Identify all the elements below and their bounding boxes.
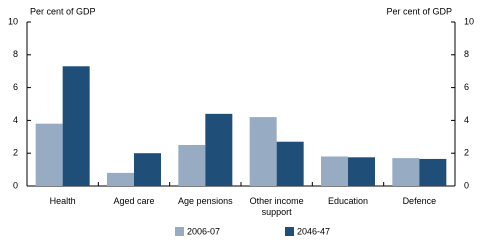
bar <box>35 123 63 186</box>
legend-label: 2046-47 <box>297 226 330 236</box>
x-tick-label: Education <box>327 196 369 206</box>
y2-axis-label: Per cent of GDP <box>386 6 452 16</box>
legend-swatch <box>285 227 294 236</box>
bar <box>107 172 134 186</box>
x-tick-label: Aged care <box>113 196 155 206</box>
y2-tick-label: 10 <box>464 16 474 26</box>
bar <box>249 117 277 186</box>
legend-label: 2006-07 <box>187 226 220 236</box>
x-tick-label: Age pensions <box>178 196 233 206</box>
x-tick-label: Other income support <box>249 196 304 217</box>
y-tick-label: 8 <box>13 49 18 59</box>
y2-tick-label: 4 <box>464 115 469 125</box>
bar <box>321 156 348 186</box>
bar <box>178 145 206 186</box>
y2-tick-label: 8 <box>464 49 469 59</box>
bar <box>392 158 420 186</box>
bar <box>276 141 304 186</box>
bar <box>62 66 90 186</box>
y-tick-label: 6 <box>13 82 18 92</box>
y-axis-label: Per cent of GDP <box>30 6 96 16</box>
y-tick-label: 2 <box>13 148 18 158</box>
y2-tick-label: 0 <box>464 180 469 190</box>
y-tick-label: 4 <box>13 115 18 125</box>
bar <box>419 158 447 186</box>
bar <box>205 113 233 186</box>
y-tick-label: 10 <box>8 16 18 26</box>
y-tick-label: 0 <box>13 180 18 190</box>
legend-swatch <box>175 227 184 236</box>
y2-tick-label: 2 <box>464 148 469 158</box>
bar <box>134 153 161 186</box>
x-tick-label: Health <box>49 196 76 206</box>
y2-tick-label: 6 <box>464 82 469 92</box>
bar <box>348 157 375 186</box>
x-tick-label: Defence <box>402 196 437 206</box>
